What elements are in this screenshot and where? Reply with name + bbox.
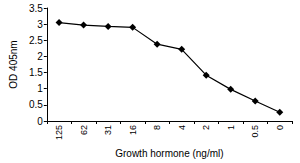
svg-text:62: 62 (79, 125, 89, 135)
svg-text:0: 0 (37, 116, 43, 127)
svg-text:0: 0 (275, 125, 285, 130)
svg-text:0.5: 0.5 (250, 125, 260, 138)
svg-text:8: 8 (152, 125, 162, 130)
svg-text:2.5: 2.5 (29, 35, 43, 46)
svg-text:1: 1 (226, 125, 236, 130)
svg-text:4: 4 (177, 125, 187, 130)
svg-text:2: 2 (201, 125, 211, 130)
svg-text:31: 31 (103, 125, 113, 135)
svg-text:2: 2 (37, 51, 43, 62)
svg-text:0.5: 0.5 (29, 99, 43, 110)
svg-text:Growth hormone (ng/ml): Growth hormone (ng/ml) (115, 148, 223, 159)
svg-text:125: 125 (54, 125, 64, 140)
svg-text:1.5: 1.5 (29, 67, 43, 78)
svg-text:16: 16 (128, 125, 138, 135)
svg-text:1: 1 (37, 83, 43, 94)
svg-text:OD 405nm: OD 405nm (8, 40, 19, 88)
svg-text:3.5: 3.5 (29, 3, 43, 14)
svg-text:3: 3 (37, 19, 43, 30)
